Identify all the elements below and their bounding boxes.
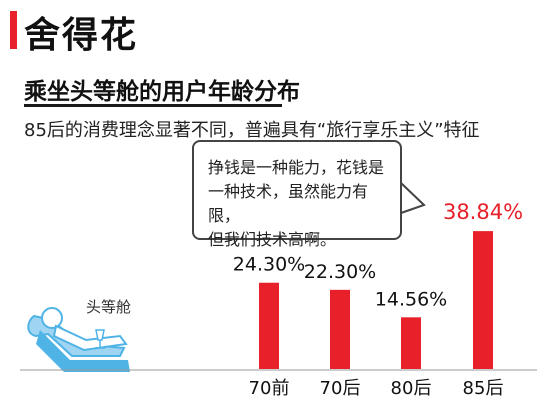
data-label-85后: 38.84%	[443, 200, 523, 224]
bubble-line-2: 一种技术，虽然能力有限，	[208, 182, 369, 225]
seat-label: 头等舱	[86, 298, 132, 316]
bubble-line-1: 挣钱是一种能力，花钱是	[208, 158, 385, 177]
speech-bubble: 挣钱是一种能力，花钱是 一种技术，虽然能力有限， 但我们技术高啊。	[192, 140, 402, 249]
chart-subtitle: 乘坐头等舱的用户年龄分布	[24, 79, 300, 105]
data-label-70前: 24.30%	[233, 254, 305, 276]
data-label-80后: 14.56%	[375, 288, 447, 310]
x-tick-label-70后: 70后	[320, 378, 361, 399]
chart-description: 85后的消费理念显著不同，普遍具有“旅行享乐主义”特征	[24, 120, 480, 141]
bar-80后	[401, 317, 421, 369]
page-title: 舍得花	[24, 15, 139, 56]
bubble-line-3: 但我们技术高啊。	[208, 230, 337, 249]
title-accent-bar	[10, 11, 17, 49]
bar-70后	[330, 289, 350, 369]
speech-bubble-tail	[400, 182, 426, 214]
bar-70前	[259, 282, 279, 369]
x-tick-label-85后: 85后	[463, 378, 504, 399]
data-label-70后: 22.30%	[304, 261, 376, 283]
bar-85后	[473, 231, 493, 369]
subtitle-underline	[24, 104, 282, 107]
x-tick-label-70前: 70前	[249, 378, 290, 399]
x-tick-label-80后: 80后	[391, 378, 432, 399]
first-class-seat-icon	[27, 307, 130, 372]
